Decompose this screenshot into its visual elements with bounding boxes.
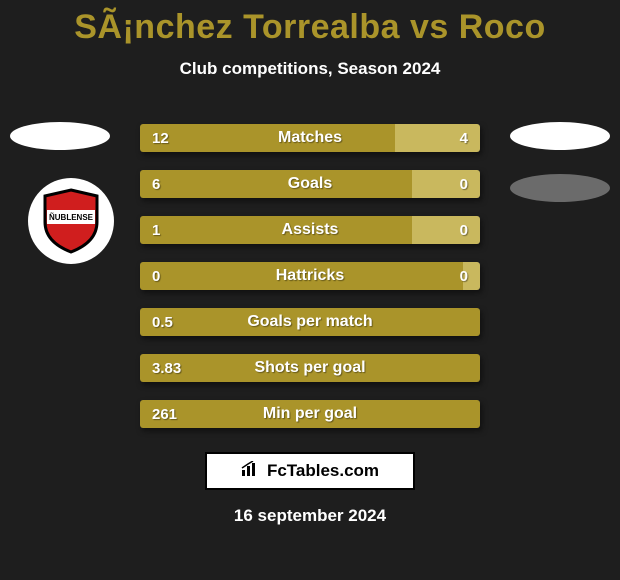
source-label: FcTables.com: [267, 461, 379, 481]
stat-bar-row: Shots per goal3.83: [140, 354, 480, 382]
club-logo: ÑUBLENSE: [28, 178, 114, 264]
stat-bar-label: Goals: [140, 170, 480, 198]
shield-icon: ÑUBLENSE: [41, 188, 101, 254]
stat-bar-right-value: 4: [460, 124, 468, 152]
stat-bar-row: Hattricks0 0: [140, 262, 480, 290]
stat-bar-row: Min per goal261: [140, 400, 480, 428]
stat-bar-label: Shots per goal: [140, 354, 480, 382]
stat-bar-row: Matches12 4: [140, 124, 480, 152]
player2-club-ellipse: [510, 174, 610, 202]
stat-bar-label: Matches: [140, 124, 480, 152]
stat-bar-right-value: 0: [460, 262, 468, 290]
stat-bar-right-value: 0: [460, 170, 468, 198]
stat-bar-label: Assists: [140, 216, 480, 244]
player2-badge-ellipse: [510, 122, 610, 150]
stat-bar-row: Goals6 0: [140, 170, 480, 198]
stat-bar-right-value: 0: [460, 216, 468, 244]
stat-bar-left-value: 3.83: [152, 354, 181, 382]
stat-bar-left-value: 0: [152, 262, 160, 290]
comparison-infographic: SÃ¡nchez Torrealba vs Roco Club competit…: [0, 0, 620, 580]
stat-bar-row: Goals per match0.5: [140, 308, 480, 336]
stat-bar-left-value: 1: [152, 216, 160, 244]
stat-bar-label: Goals per match: [140, 308, 480, 336]
stat-bar-left-value: 12: [152, 124, 169, 152]
chart-bars-icon: [241, 461, 261, 482]
stat-bar-label: Min per goal: [140, 400, 480, 428]
subtitle: Club competitions, Season 2024: [0, 59, 620, 79]
stats-bars: Matches124Goals60Assists10Hattricks00Goa…: [140, 124, 480, 446]
stat-bar-left-value: 261: [152, 400, 177, 428]
shield-text: ÑUBLENSE: [49, 213, 94, 222]
source-badge: FcTables.com: [205, 452, 415, 490]
stat-bar-row: Assists1 0: [140, 216, 480, 244]
date-label: 16 september 2024: [0, 506, 620, 526]
stat-bar-left-value: 6: [152, 170, 160, 198]
stat-bar-label: Hattricks: [140, 262, 480, 290]
page-title: SÃ¡nchez Torrealba vs Roco: [0, 0, 620, 47]
player1-badge-ellipse: [10, 122, 110, 150]
stat-bar-left-value: 0.5: [152, 308, 173, 336]
